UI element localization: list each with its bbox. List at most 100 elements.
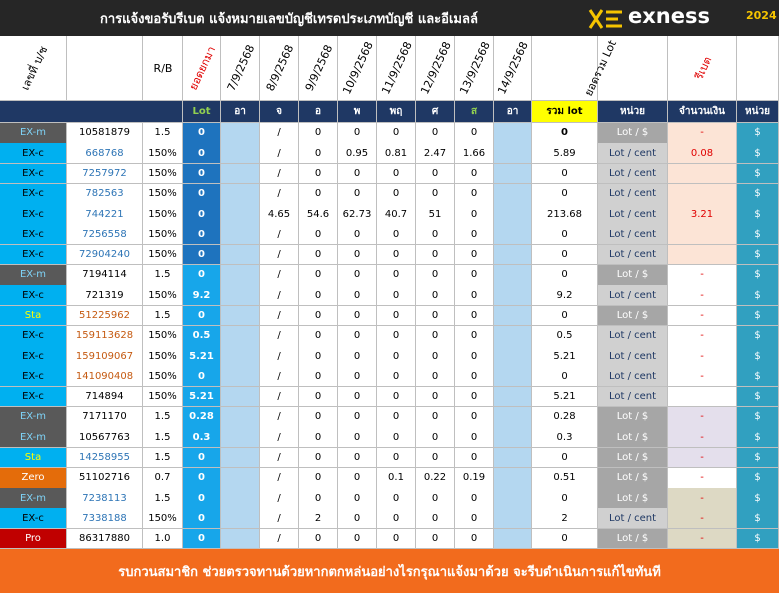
cell: - (668, 467, 737, 489)
cell: $ (737, 366, 779, 388)
cell: 0 (416, 265, 455, 286)
cell: 0 (416, 366, 455, 388)
cell: 0 (377, 123, 416, 144)
cell: $ (737, 447, 779, 469)
cell: EX-c (0, 285, 67, 307)
cell: 0 (455, 508, 494, 530)
cell: 0 (455, 447, 494, 469)
cell: 0 (455, 386, 494, 408)
cell: 0 (416, 427, 455, 449)
cell: EX-c (0, 325, 67, 347)
cell: EX-m (0, 427, 67, 449)
header-cell (221, 36, 260, 101)
cell: / (260, 224, 299, 246)
cell (494, 407, 532, 428)
cell: EX-c (0, 204, 67, 225)
cell: Lot / cent (598, 346, 668, 367)
cell: 0 (416, 244, 455, 266)
cell: 0.5 (532, 325, 598, 347)
cell: $ (737, 305, 779, 327)
header-cell (598, 36, 668, 101)
subheader-cell: ส (455, 101, 494, 123)
cell: 7238113 (67, 488, 143, 509)
cell: 5.21 (532, 346, 598, 367)
cell: $ (737, 244, 779, 266)
header-cell (67, 36, 143, 101)
cell (494, 386, 532, 408)
cell: 0 (455, 285, 494, 307)
cell: Lot / cent (598, 325, 668, 347)
cell: EX-c (0, 163, 67, 185)
cell: 2.47 (416, 143, 455, 165)
cell: 0 (183, 366, 221, 388)
cell: - (668, 427, 737, 449)
cell: 0 (183, 467, 221, 489)
cell: 1.5 (143, 265, 183, 286)
cell: / (260, 123, 299, 144)
cell: EX-c (0, 244, 67, 266)
cell: 14258955 (67, 447, 143, 469)
cell: 0 (183, 224, 221, 246)
cell: 0 (338, 305, 377, 327)
cell: EX-c (0, 224, 67, 246)
cell: 0 (377, 183, 416, 205)
cell: 0 (338, 285, 377, 307)
logo-mark (588, 9, 622, 29)
cell: EX-m (0, 488, 67, 509)
cell: 7257972 (67, 163, 143, 185)
cell (494, 528, 532, 550)
cell: 0 (338, 427, 377, 449)
cell: - (668, 488, 737, 509)
cell: 0 (183, 488, 221, 509)
cell: - (668, 528, 737, 550)
cell: 0 (299, 447, 338, 469)
cell: 0 (416, 183, 455, 205)
cell (494, 488, 532, 509)
cell: 0.7 (143, 467, 183, 489)
subheader-cell: รวม lot (532, 101, 598, 123)
cell: 5.89 (532, 143, 598, 165)
cell (494, 143, 532, 165)
cell (221, 265, 260, 286)
cell: 0 (377, 285, 416, 307)
cell: 714894 (67, 386, 143, 408)
cell: 0.1 (377, 467, 416, 489)
header-cell (183, 36, 221, 101)
cell: 0 (377, 163, 416, 185)
cell: - (668, 123, 737, 144)
cell: 0 (377, 508, 416, 530)
cell (494, 204, 532, 225)
cell: 0 (416, 224, 455, 246)
cell (494, 325, 532, 347)
cell: 62.73 (338, 204, 377, 225)
cell: - (668, 305, 737, 327)
cell: Lot / cent (598, 508, 668, 530)
cell: 150% (143, 508, 183, 530)
cell: Lot / cent (598, 244, 668, 266)
cell: Lot / cent (598, 183, 668, 205)
cell: 0 (338, 183, 377, 205)
cell: - (668, 366, 737, 388)
cell: Lot / cent (598, 224, 668, 246)
subheader-cell: หน่วย (598, 101, 668, 123)
cell: 1.5 (143, 305, 183, 327)
cell: / (260, 244, 299, 266)
cell: / (260, 407, 299, 428)
cell: $ (737, 123, 779, 144)
cell: Lot / cent (598, 285, 668, 307)
cell (221, 346, 260, 367)
cell (668, 224, 737, 246)
cell: Pro (0, 528, 67, 550)
cell: $ (737, 407, 779, 428)
cell: 0 (338, 265, 377, 286)
cell: 5.21 (183, 386, 221, 408)
cell: 0 (377, 447, 416, 469)
cell (221, 386, 260, 408)
cell: 5.21 (532, 386, 598, 408)
cell (221, 467, 260, 489)
cell (668, 386, 737, 408)
year: 2024 (746, 9, 777, 22)
cell: 159113628 (67, 325, 143, 347)
cell: EX-c (0, 346, 67, 367)
cell: $ (737, 224, 779, 246)
